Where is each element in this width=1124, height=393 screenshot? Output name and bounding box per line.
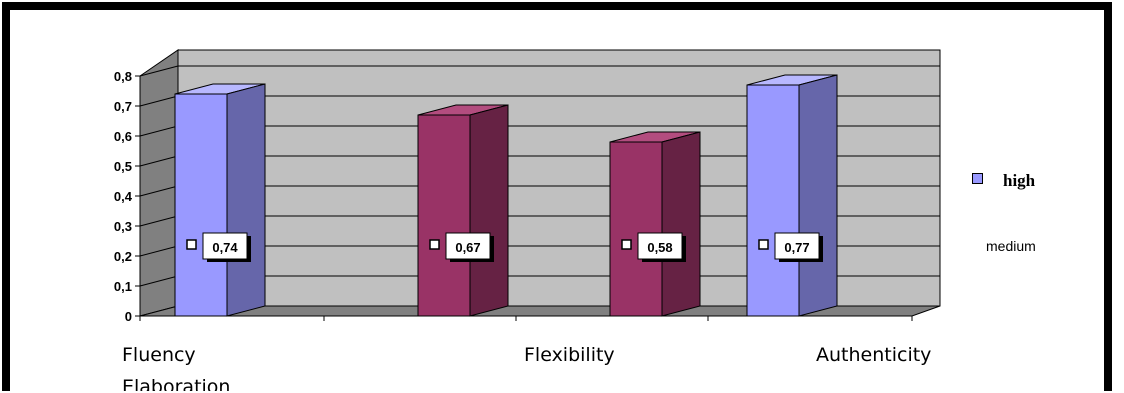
category-label-flexibility: Flexibility [524, 344, 615, 366]
bar-side-elaboration [469, 104, 509, 317]
gridline [139, 275, 179, 287]
data-label-key [621, 239, 632, 250]
gridline [139, 155, 179, 167]
data-label-box [202, 232, 248, 260]
data-label-elaboration: 0,67 [455, 240, 480, 255]
gridline [139, 245, 179, 257]
y-tick-label: 0,4 [114, 189, 133, 204]
data-label-fluency: 0,74 [212, 240, 238, 255]
data-label-key [186, 239, 197, 250]
y-tick-label: 0,1 [114, 279, 132, 294]
data-label-flexibility: 0,58 [647, 240, 672, 255]
bar-side-authenticity [798, 74, 838, 317]
bar-authenticity [746, 84, 800, 317]
bar-chart: 0 0,1 0,2 0,3 0,4 0,5 0,6 0,7 0,8 0,74 0,67 0,58 0,7… [114, 49, 941, 324]
bar-flexibility [609, 141, 663, 317]
gridline [139, 185, 179, 197]
data-label-key [758, 239, 769, 250]
gridline [139, 65, 179, 77]
bar-side-fluency [226, 83, 266, 317]
data-label-key [429, 239, 440, 250]
category-label-authenticity: Authenticity [816, 344, 932, 366]
category-label-elaboration: Elaboration [122, 376, 231, 391]
legend-swatch-high [972, 173, 983, 184]
y-tick-label: 0,8 [114, 69, 132, 84]
gridline [139, 215, 179, 227]
data-label-box [445, 232, 491, 260]
y-tick-label: 0 [125, 309, 132, 324]
y-tick-label: 0,7 [114, 99, 132, 114]
bar-elaboration [417, 114, 471, 317]
legend-label-high: high [1003, 171, 1036, 190]
data-label-box [637, 232, 683, 260]
y-tick-label: 0,3 [114, 219, 132, 234]
y-tick-label: 0,5 [114, 159, 132, 174]
data-label-box [774, 232, 820, 260]
data-label-authenticity: 0,77 [784, 240, 809, 255]
y-tick-label: 0,2 [114, 249, 132, 264]
category-label-fluency: Fluency [122, 344, 196, 366]
gridline [139, 125, 179, 137]
legend-label-medium: medium [986, 238, 1036, 254]
y-tick-label: 0,6 [114, 129, 132, 144]
gridline [139, 95, 179, 107]
chart-frame: 0 0,1 0,2 0,3 0,4 0,5 0,6 0,7 0,8 0,74 0,67 0,58 0,7… [2, 2, 1112, 391]
bar-fluency [174, 93, 228, 317]
side-wall [139, 49, 179, 317]
bar-side-flexibility [661, 131, 701, 317]
